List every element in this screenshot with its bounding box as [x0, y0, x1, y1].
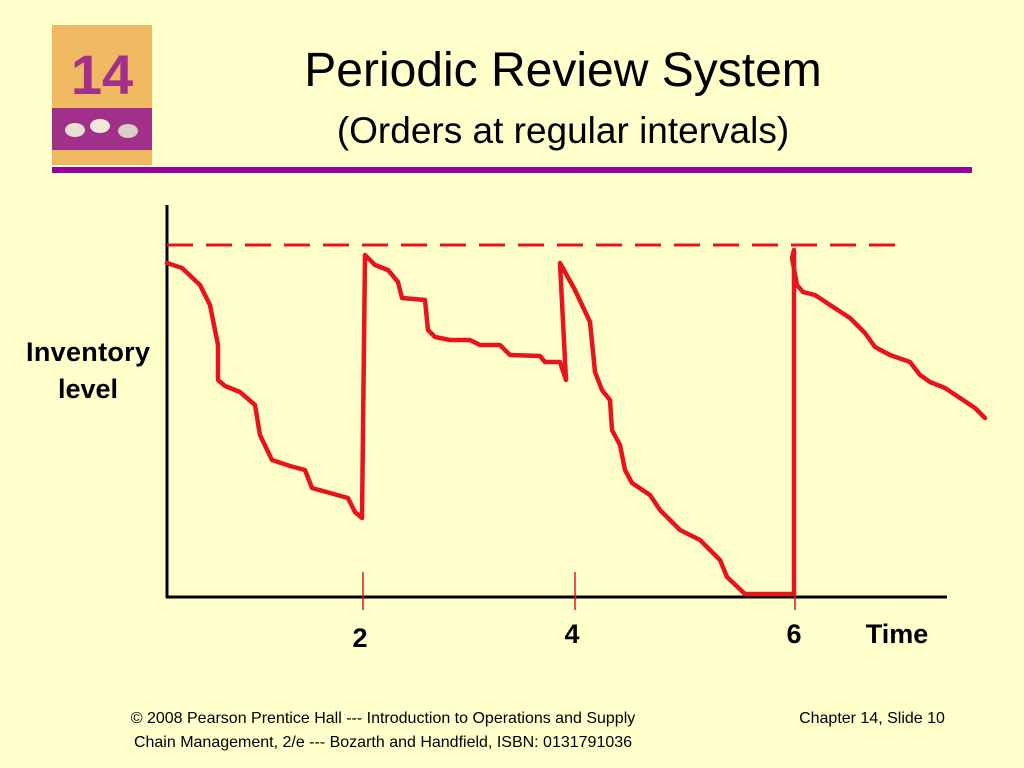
logo: 14	[52, 25, 152, 165]
tick-label: 4	[564, 619, 579, 649]
title-rule	[52, 167, 972, 173]
logo-bird	[118, 124, 138, 138]
title: Periodic Review System	[304, 44, 822, 97]
logo-bird	[90, 119, 110, 133]
inventory-line	[164, 247, 988, 597]
tick-label: 6	[786, 619, 801, 649]
subtitle: (Orders at regular intervals)	[337, 110, 789, 151]
y-label: level	[58, 374, 118, 404]
citation: © 2008 Pearson Prentice Hall --- Introdu…	[131, 710, 636, 727]
slide-number: Chapter 14, Slide 10	[799, 710, 945, 727]
tick-label: 2	[352, 623, 367, 653]
y-label: Inventory	[26, 337, 150, 367]
logo-bird	[65, 123, 85, 137]
x-label: Time	[866, 619, 929, 649]
citation: Chain Management, 2/e --- Bozarth and Ha…	[134, 734, 632, 751]
logo-number: 14	[71, 43, 133, 106]
